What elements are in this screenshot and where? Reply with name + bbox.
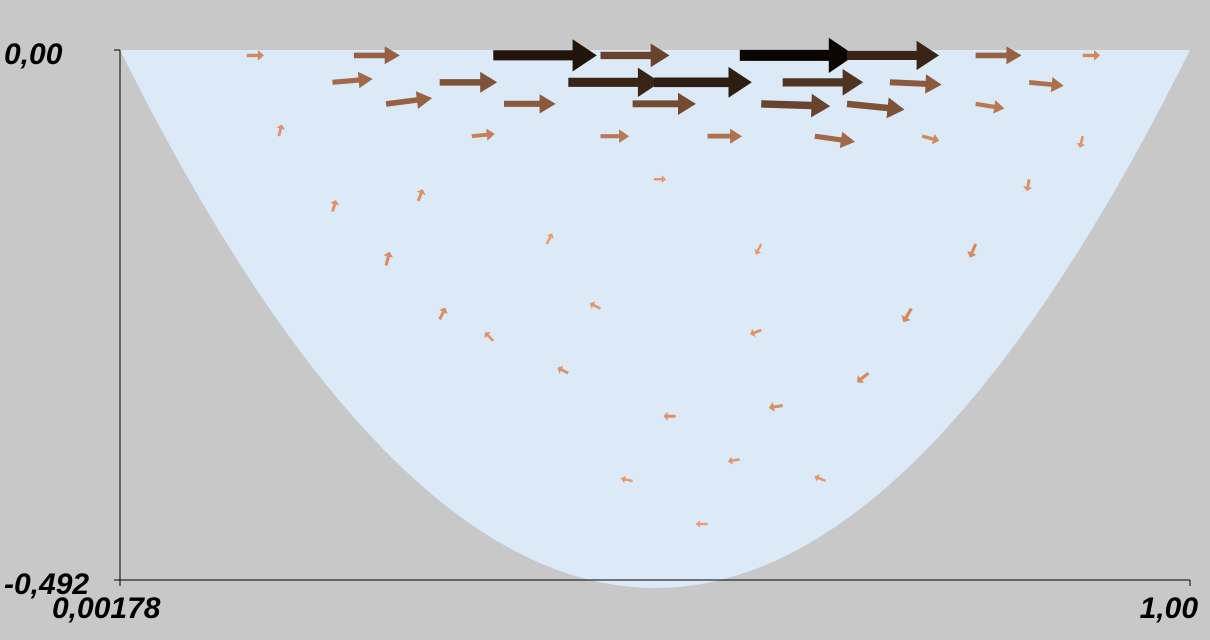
arrow	[782, 69, 864, 96]
arrow	[1076, 135, 1086, 148]
x-tick-label: 1,00	[1140, 592, 1199, 625]
arrow	[632, 92, 696, 115]
arrow	[330, 200, 340, 212]
arrow	[620, 475, 633, 484]
arrows	[246, 37, 1101, 528]
arrow	[600, 129, 630, 143]
arrow	[246, 50, 264, 61]
arrow	[728, 456, 740, 465]
arrow	[545, 233, 554, 245]
y-tick-label: 0,00	[4, 38, 63, 71]
arrow	[921, 133, 940, 145]
arrow	[856, 371, 870, 384]
arrow	[975, 100, 1005, 114]
arrow	[695, 520, 708, 528]
arrow	[504, 94, 556, 114]
arrow	[385, 91, 433, 109]
arrow	[332, 71, 373, 89]
arrow	[847, 40, 939, 71]
arrow	[471, 128, 495, 141]
arrow	[439, 71, 498, 93]
arrow	[814, 474, 826, 482]
arrow	[568, 67, 661, 97]
arrow	[654, 175, 666, 184]
arrow	[761, 93, 831, 118]
arrow	[739, 37, 855, 73]
arrow	[416, 189, 426, 202]
arrow	[750, 328, 762, 337]
arrow	[276, 124, 285, 137]
arrow	[967, 243, 978, 258]
arrow	[1082, 50, 1101, 61]
y-tick-label: -0,492	[4, 568, 89, 601]
arrow	[768, 402, 783, 412]
arrow	[975, 46, 1022, 65]
arrow	[846, 97, 905, 119]
arrow	[754, 243, 763, 255]
arrow	[707, 128, 743, 144]
arrow	[1029, 77, 1064, 93]
arrow	[484, 332, 495, 342]
arrow	[493, 39, 597, 72]
arrow	[600, 43, 670, 68]
arrow	[383, 251, 394, 266]
arrow	[889, 74, 942, 94]
arrow	[654, 66, 752, 98]
arrow	[589, 301, 601, 310]
arrow	[814, 131, 856, 149]
arrow	[353, 46, 400, 65]
arrow	[1023, 179, 1033, 191]
x-tick-label: 0,00178	[52, 592, 161, 625]
arrow	[663, 411, 676, 421]
arrow	[438, 307, 448, 320]
arrow	[901, 307, 913, 323]
cavity	[120, 50, 1190, 588]
arrow	[557, 365, 569, 375]
